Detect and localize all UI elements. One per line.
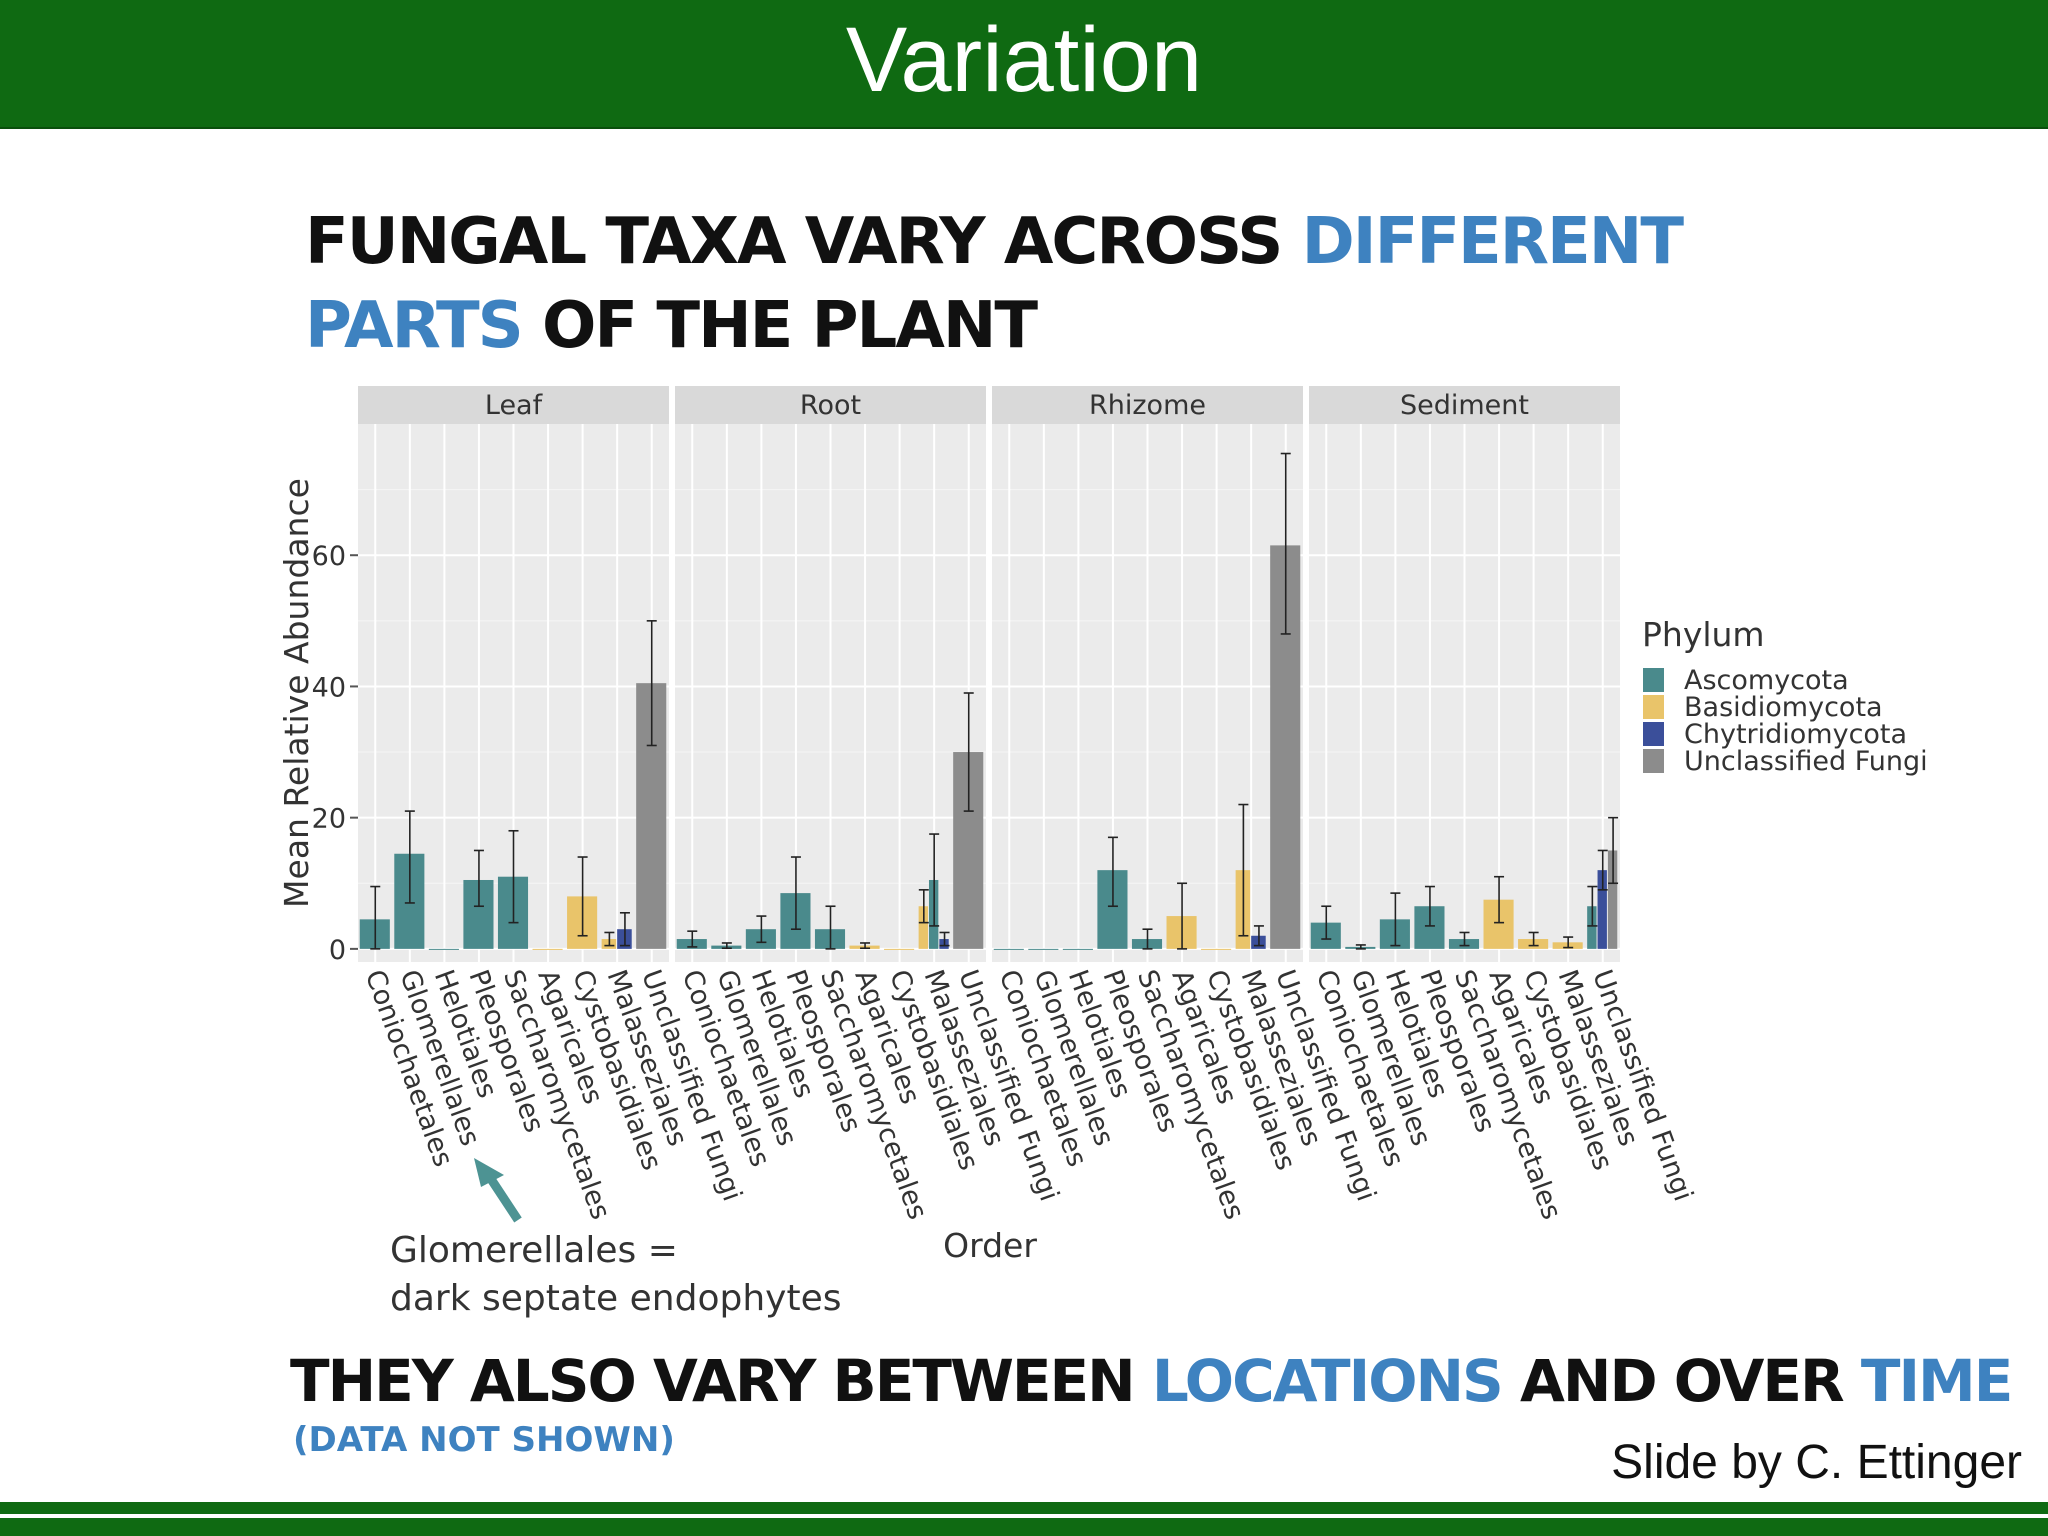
bottom-heading: THEY ALSO VARY BETWEEN LOCATIONS AND OVE… xyxy=(290,1346,2013,1416)
y-tick-label: 0 xyxy=(329,935,346,966)
bar xyxy=(1597,870,1607,949)
bar xyxy=(918,906,928,949)
facet-strip xyxy=(1309,386,1620,424)
bar xyxy=(1201,948,1232,950)
legend-swatch xyxy=(1643,749,1664,773)
facet-label: Sediment xyxy=(1400,390,1529,421)
heading-line2-text: OF THE PLANT xyxy=(521,289,1038,363)
annotation-arrowhead xyxy=(474,1158,504,1187)
annotation-line1: Glomerellales = xyxy=(390,1230,678,1271)
bottom-bar xyxy=(0,1502,2048,1536)
bar xyxy=(532,948,563,950)
legend-title: Phylum xyxy=(1642,615,1765,654)
y-tick-label: 60 xyxy=(312,541,346,572)
slide-title: Variation xyxy=(845,9,1203,111)
x-axis-title: Order xyxy=(943,1226,1037,1265)
chart-heading: FUNGAL TAXA VARY ACROSS DIFFERENT PARTS … xyxy=(305,200,1684,368)
facet-label: Rhizome xyxy=(1089,390,1206,421)
heading-line1-highlight: DIFFERENT xyxy=(1301,205,1684,279)
legend-label: Unclassified Fungi xyxy=(1684,746,1928,777)
bottom-highlight-locations: LOCATIONS xyxy=(1151,1347,1504,1415)
bottom-text-1: THEY ALSO VARY BETWEEN xyxy=(290,1347,1152,1415)
bar xyxy=(428,948,459,950)
bar xyxy=(1607,850,1618,949)
data-not-shown-note: (DATA NOT SHOWN) xyxy=(293,1420,675,1460)
bar xyxy=(1028,948,1059,950)
legend-swatch xyxy=(1643,722,1664,746)
y-tick-label: 20 xyxy=(312,804,346,835)
legend-label: Ascomycota xyxy=(1684,665,1849,696)
facet-label: Root xyxy=(800,390,861,421)
bar xyxy=(1062,948,1093,950)
heading-line1-text: FUNGAL TAXA VARY ACROSS xyxy=(305,205,1302,279)
bottom-highlight-time: TIME xyxy=(1860,1347,2013,1415)
y-axis-title: Mean Relative Abundance xyxy=(277,478,316,908)
heading-line2-highlight: PARTS xyxy=(305,289,524,363)
bar xyxy=(1587,906,1597,949)
bar xyxy=(884,948,915,950)
legend-swatch xyxy=(1643,695,1664,719)
bottom-bar-stripe xyxy=(0,1514,2048,1518)
legend-label: Basidiomycota xyxy=(1684,692,1883,723)
annotation-line2: dark septate endophytes xyxy=(390,1278,841,1319)
title-bar xyxy=(0,0,2048,129)
bottom-text-2: AND OVER xyxy=(1501,1347,1861,1415)
facet-label: Leaf xyxy=(485,390,544,421)
facet-strip xyxy=(358,386,669,424)
bar xyxy=(993,948,1024,950)
legend-swatch xyxy=(1643,668,1664,692)
annotation-arrow xyxy=(485,1173,522,1223)
y-tick-label: 40 xyxy=(312,672,346,703)
facet-strip xyxy=(675,386,986,424)
slide-credit: Slide by C. Ettinger xyxy=(1611,1436,2022,1489)
legend-label: Chytridiomycota xyxy=(1684,719,1907,750)
facet-strip xyxy=(992,386,1303,424)
